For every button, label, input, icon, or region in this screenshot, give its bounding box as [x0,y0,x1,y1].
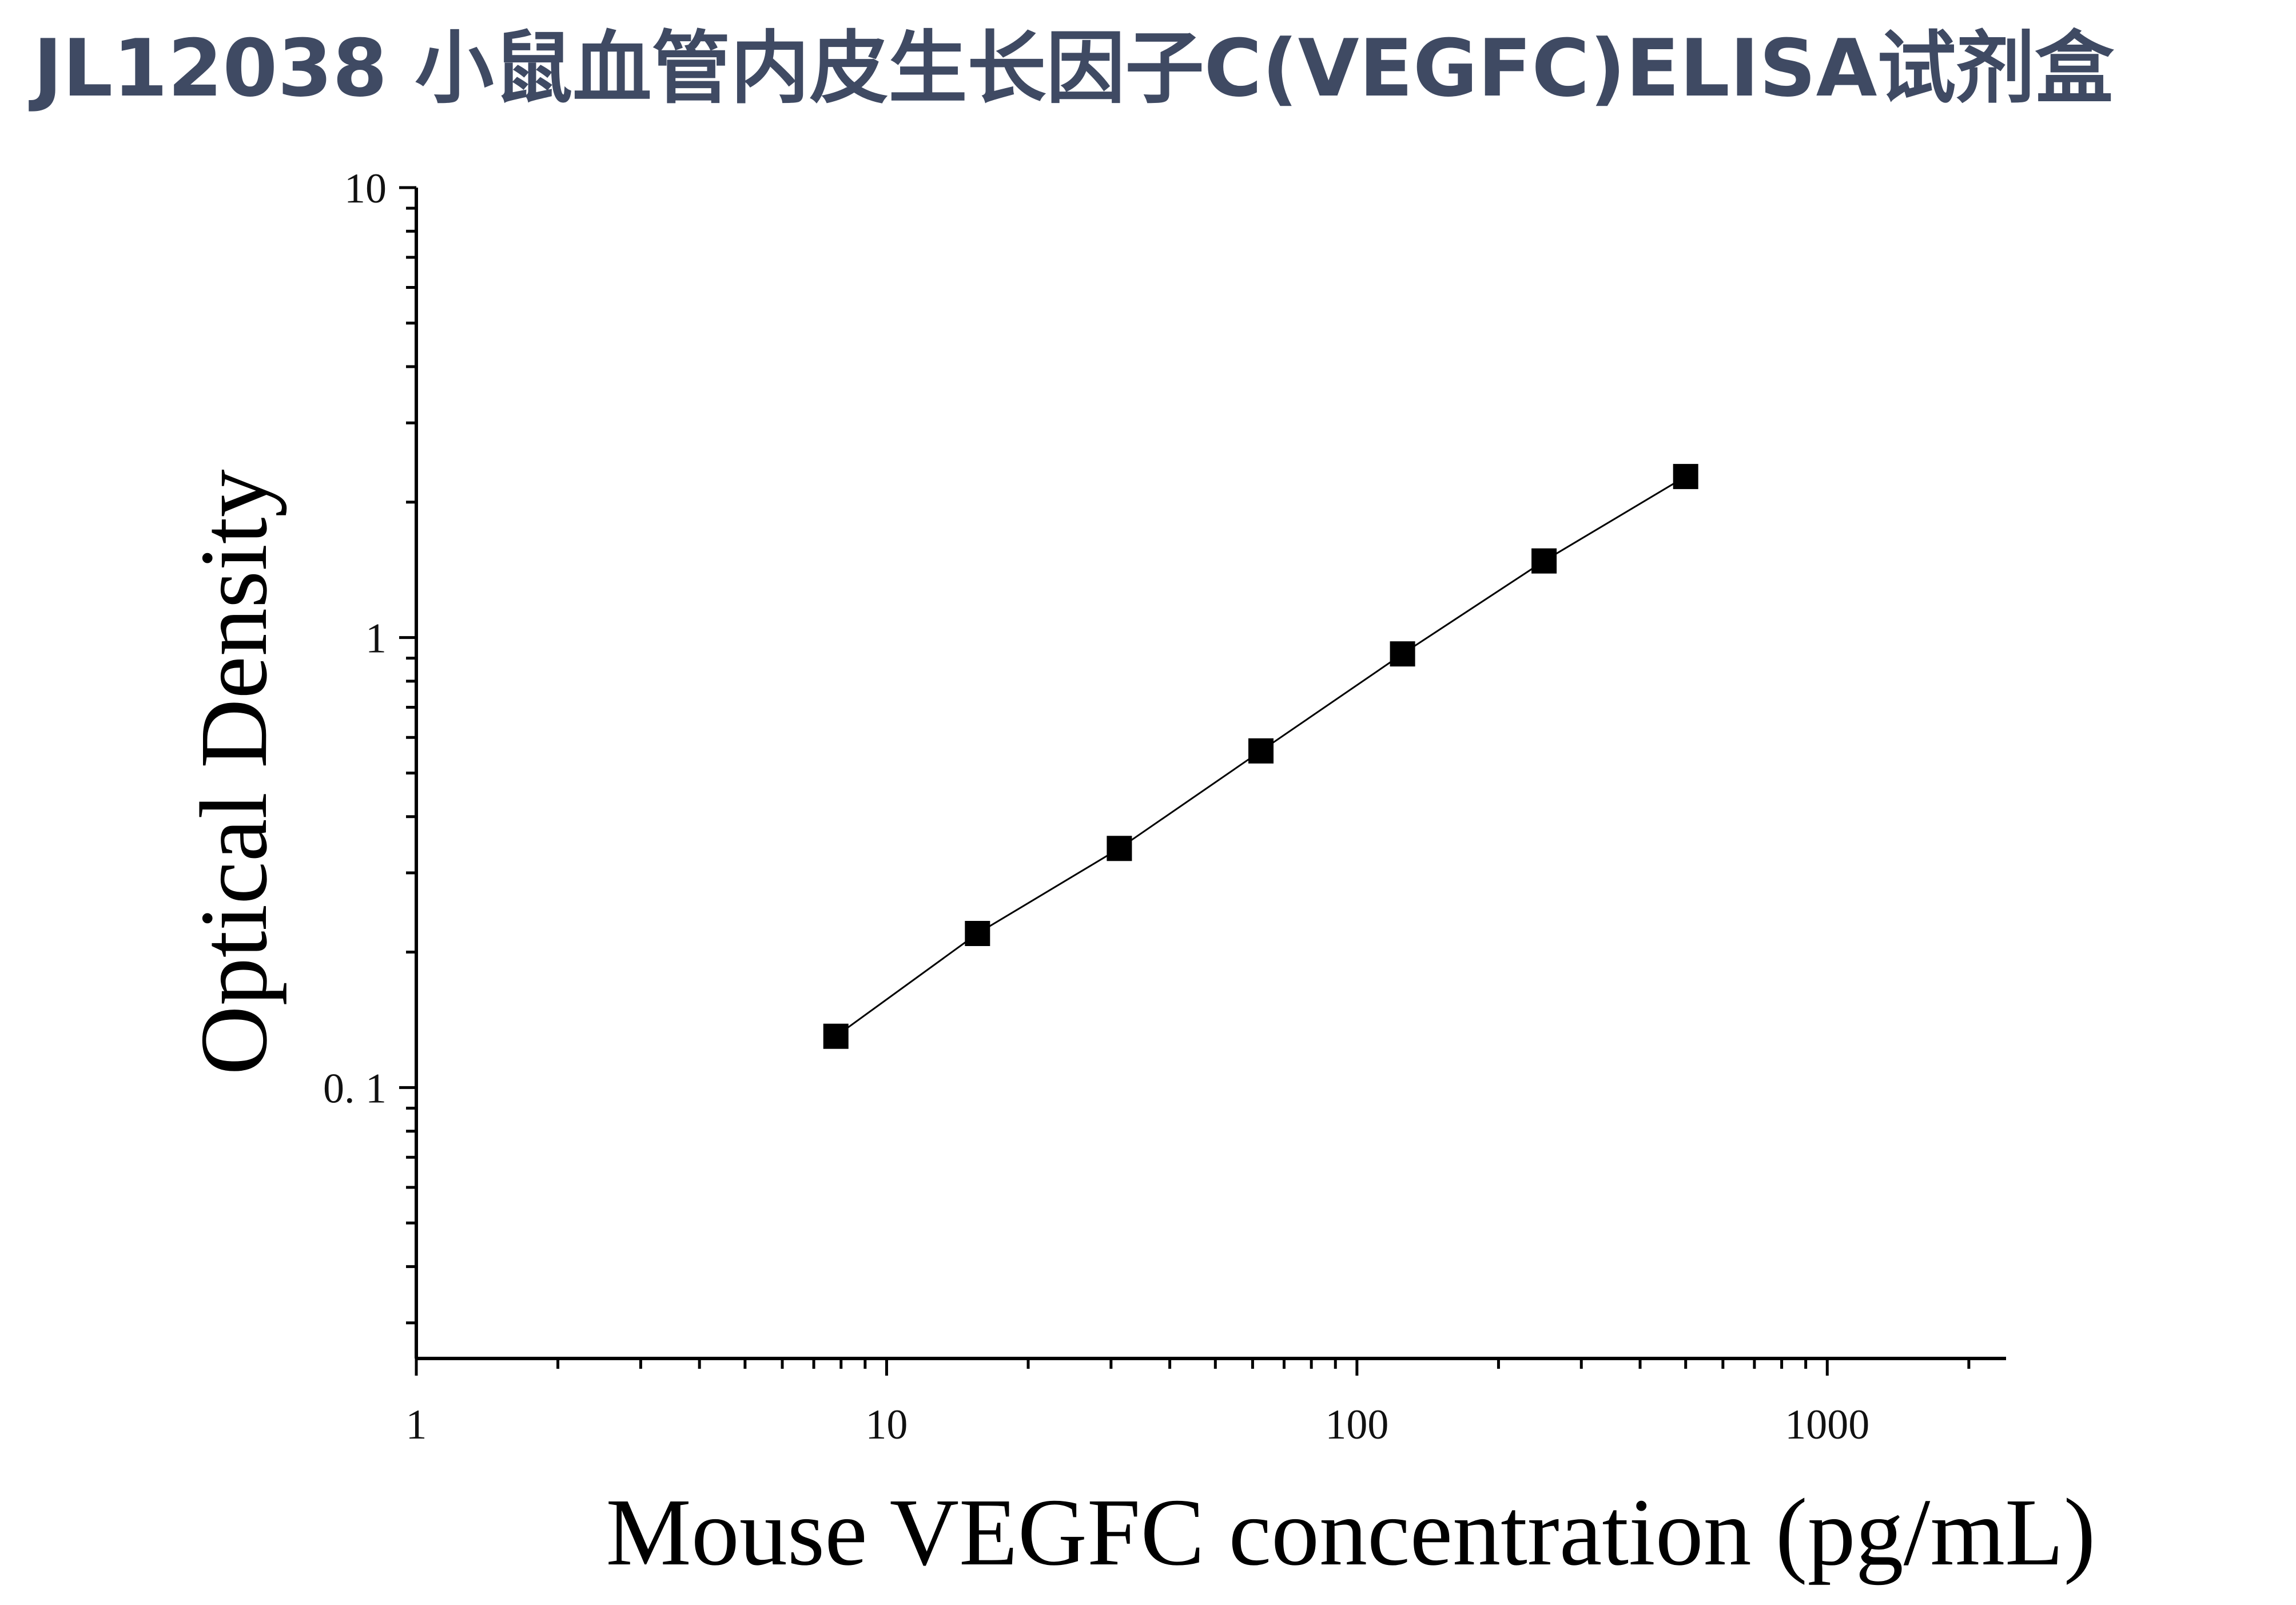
page-title: JL12038 小鼠血管内皮生长因子C(VEGFC)ELISA试剂盒 [33,22,2114,114]
x-tick-label: 10 [865,1401,908,1448]
y-axis-title: Optical Density [181,469,287,1075]
data-point [1390,641,1415,667]
axis-ticks: 1 10 100 1000 10 1 0. 1 [323,165,1971,1448]
data-point [1248,738,1274,764]
data-points [823,464,1698,1049]
y-tick-label: 10 [344,165,387,212]
x-tick-label: 1000 [1785,1401,1869,1448]
data-point [1673,464,1698,490]
axes [415,188,2006,1360]
y-tick-label: 1 [365,615,387,662]
data-point [965,921,990,946]
x-tick-label: 100 [1325,1401,1388,1448]
data-point [1107,836,1132,861]
data-point [823,1023,849,1049]
data-point [1531,548,1557,574]
x-axis-title: Mouse VEGFC concentration (pg/mL) [606,1479,2095,1586]
y-tick-label: 0. 1 [323,1065,387,1112]
x-tick-label: 1 [406,1401,427,1448]
